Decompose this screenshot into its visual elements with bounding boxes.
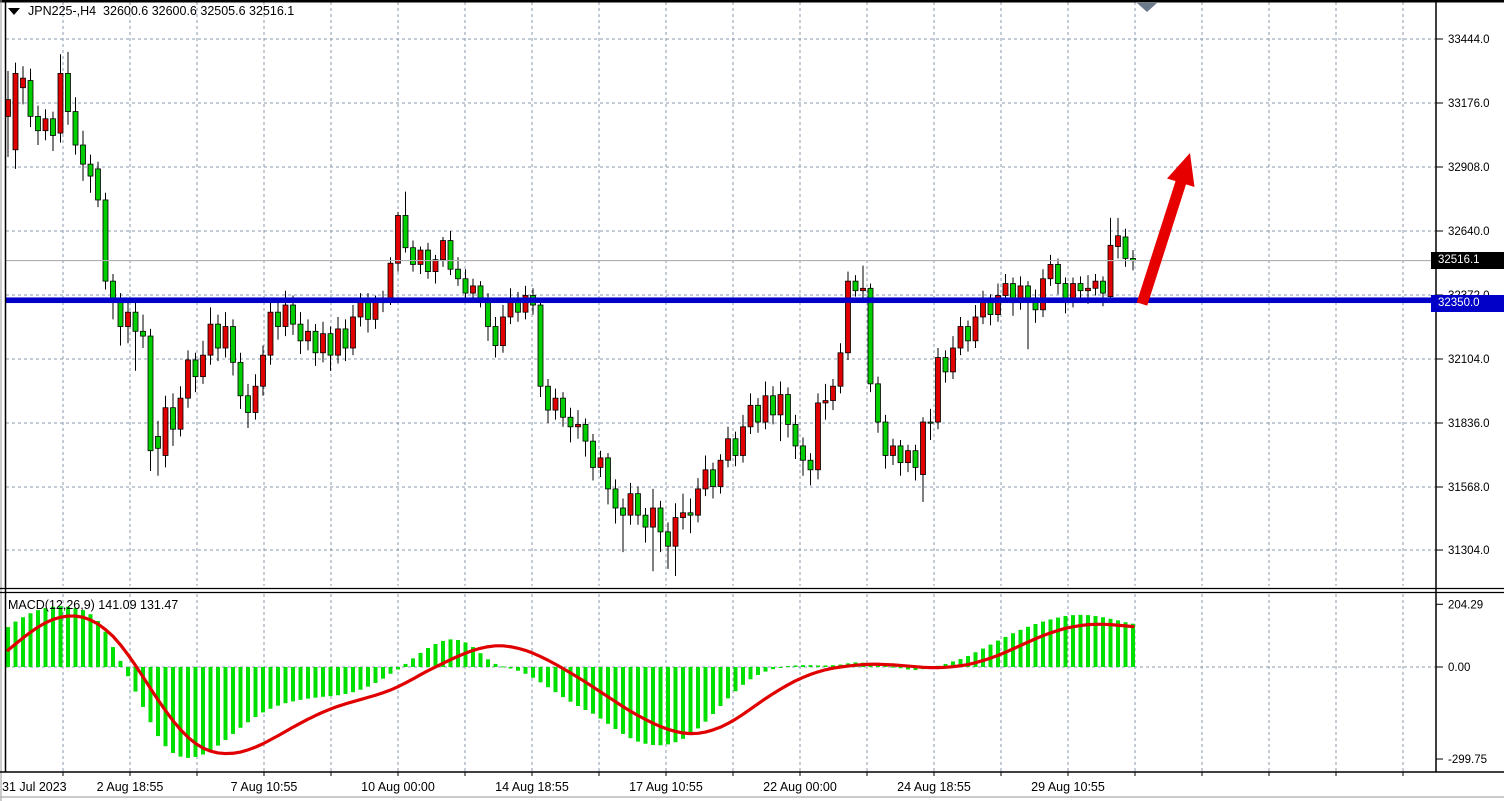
price-tick-label: 32640.0	[1448, 226, 1490, 238]
horizontal-support-line[interactable]	[6, 297, 1436, 304]
time-axis-label[interactable]: 10 Aug 00:00	[361, 780, 435, 794]
macd-tick-label: -299.75	[1448, 754, 1487, 766]
time-axis-label[interactable]: 22 Aug 00:00	[763, 780, 837, 794]
macd-tick-label: 204.29	[1448, 599, 1483, 611]
scroll-to-end-icon[interactable]	[1137, 3, 1157, 12]
quote-values: 32600.6 32600.6 32505.6 32516.1	[103, 4, 295, 18]
price-tick-label: 33176.0	[1448, 98, 1490, 110]
macd-indicator-label: MACD(12,26,9) 141.09 131.47	[8, 598, 179, 612]
price-tick-label: 31836.0	[1448, 418, 1490, 430]
gridlines	[6, 2, 1436, 771]
time-axis-label[interactable]: 29 Aug 10:55	[1031, 780, 1105, 794]
annotations	[6, 153, 1436, 306]
macd-pane	[6, 606, 1135, 758]
time-axis-label[interactable]: 24 Aug 18:55	[897, 780, 971, 794]
price-tick-label: 32908.0	[1448, 162, 1490, 174]
macd-signal-line	[6, 614, 1135, 756]
candlesticks	[5, 51, 1136, 577]
trend-arrow-head[interactable]	[1167, 153, 1195, 187]
symbol-period-label: JPN225-,H4	[28, 4, 97, 18]
time-axis-label[interactable]: 7 Aug 10:55	[231, 780, 298, 794]
chart-header: JPN225-,H4 32600.6 32600.6 32505.6 32516…	[8, 3, 294, 19]
price-tick-label: 31304.0	[1448, 545, 1490, 557]
trend-arrow-shaft[interactable]	[1136, 180, 1187, 306]
support-level-price-badge[interactable]: 32350.0	[1431, 295, 1504, 312]
time-axis-label[interactable]: 14 Aug 18:55	[495, 780, 569, 794]
symbol-dropdown-icon	[8, 7, 20, 15]
price-tick-label: 32104.0	[1448, 354, 1490, 366]
time-axis-label[interactable]: 2 Aug 18:55	[97, 780, 164, 794]
time-axis-label[interactable]: 17 Aug 10:55	[629, 780, 703, 794]
current-price-badge: 32516.1	[1431, 252, 1504, 269]
time-axis-label[interactable]: 31 Jul 2023	[2, 780, 67, 794]
price-tick-label: 33444.0	[1448, 34, 1490, 46]
macd-tick-label: 0.00	[1448, 662, 1470, 674]
price-tick-label: 31568.0	[1448, 482, 1490, 494]
